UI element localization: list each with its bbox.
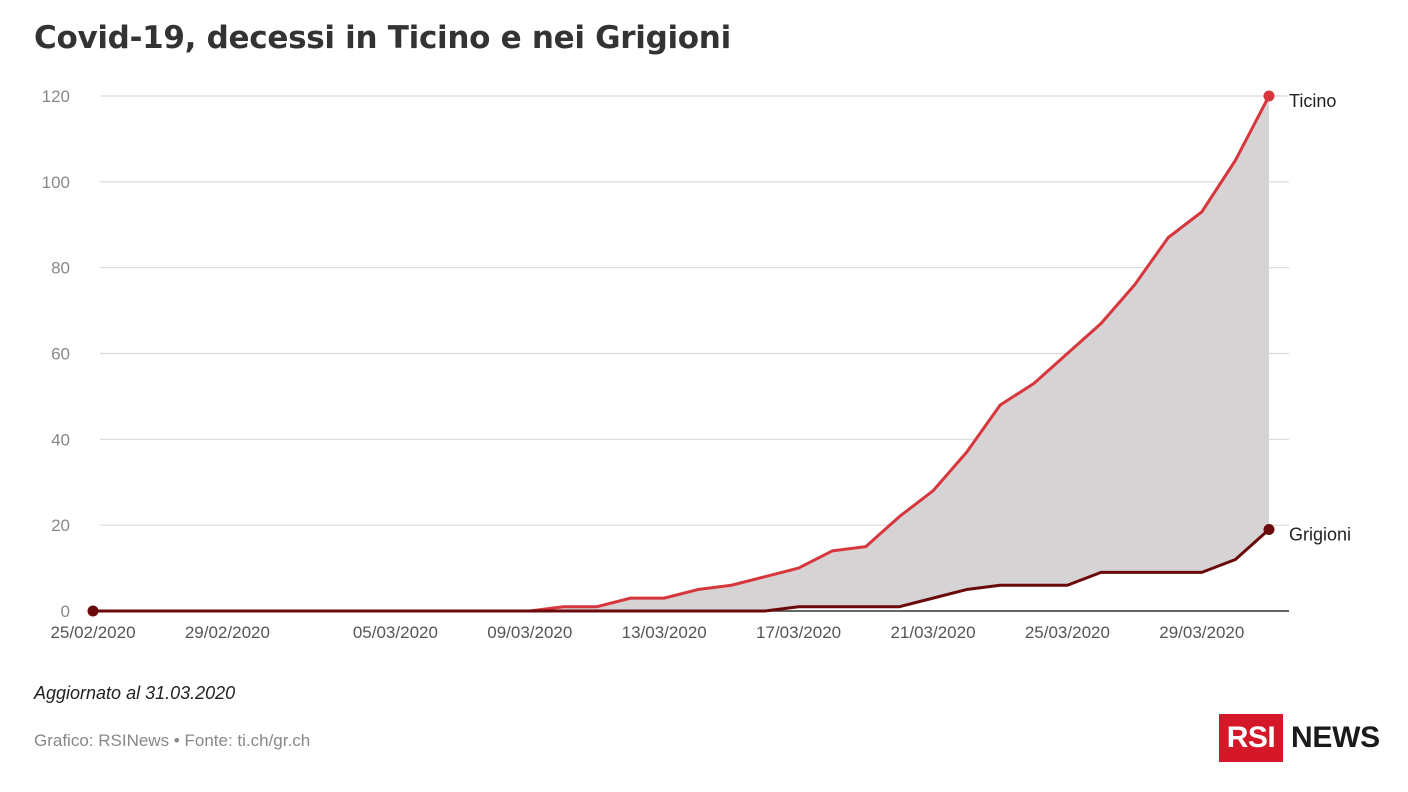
y-tick-label: 120 — [42, 87, 70, 106]
logo-text: NEWS — [1291, 721, 1380, 754]
logo-box: RSI — [1219, 714, 1283, 762]
start-point — [87, 605, 99, 617]
x-tick-label: 25/02/2020 — [50, 623, 135, 642]
series-line-grigioni — [93, 528, 1270, 613]
y-tick-label: 20 — [51, 516, 70, 535]
x-tick-label: 17/03/2020 — [756, 623, 841, 642]
updated-note: Aggiornato al 31.03.2020 — [34, 683, 236, 703]
series-label-grigioni: Grigioni — [1289, 524, 1351, 544]
credits-note: Grafico: RSINews • Fonte: ti.ch/gr.ch — [34, 731, 311, 750]
chart-area: 0 20 40 60 80 100 120 25/02/2020 29/02/2020 05/03… — [42, 87, 1351, 642]
end-point-ticino — [1263, 90, 1275, 102]
x-tick-label: 05/03/2020 — [353, 623, 438, 642]
series-label-ticino: Ticino — [1289, 91, 1336, 111]
y-tick-label: 60 — [51, 345, 70, 364]
y-tick-label: 100 — [42, 173, 70, 192]
x-tick-label: 13/03/2020 — [622, 623, 707, 642]
rsi-news-logo: RSI NEWS — [1219, 714, 1380, 762]
y-tick-label: 40 — [51, 430, 70, 449]
x-tick-label: 25/03/2020 — [1025, 623, 1110, 642]
x-tick-label: 29/02/2020 — [185, 623, 270, 642]
y-tick-label: 80 — [51, 259, 70, 278]
end-point-grigioni — [1263, 523, 1275, 535]
area-between-series — [93, 96, 1269, 611]
x-tick-label: 29/03/2020 — [1159, 623, 1244, 642]
x-tick-label: 09/03/2020 — [487, 623, 572, 642]
x-tick-label: 21/03/2020 — [890, 623, 975, 642]
chart-title: Covid-19, decessi in Ticino e nei Grigio… — [34, 20, 731, 56]
y-tick-label: 0 — [61, 602, 70, 621]
